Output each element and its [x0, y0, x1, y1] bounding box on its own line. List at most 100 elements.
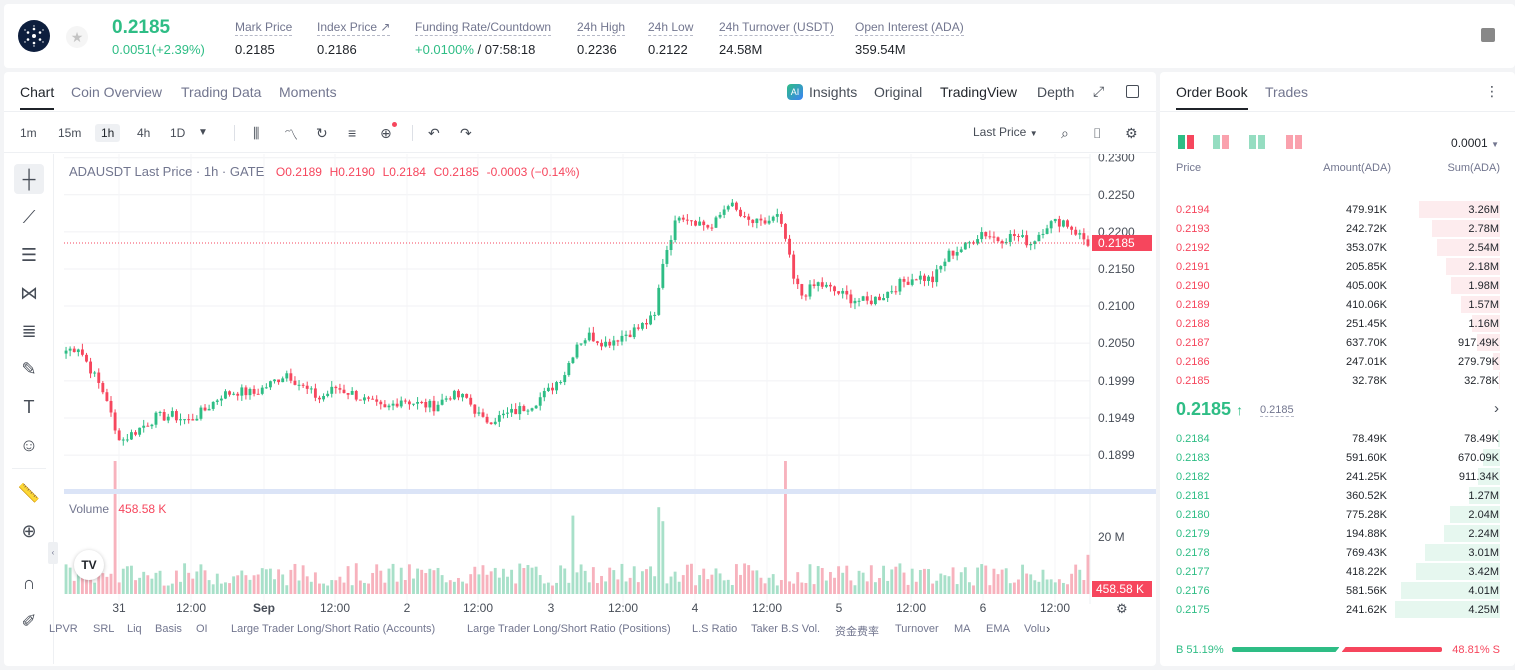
indicator-7[interactable]: L.S Ratio [692, 623, 737, 635]
brush-icon[interactable]: ✎ [14, 354, 44, 384]
expand-icon[interactable]: ⤢ [1093, 83, 1104, 100]
refresh-icon[interactable]: ↻ [316, 125, 328, 142]
volume-bar [93, 583, 96, 594]
indicator-9[interactable]: 资金费率 [835, 623, 879, 639]
volume-bar [670, 577, 673, 594]
candle-body [486, 417, 489, 423]
indicator-1[interactable]: SRL [93, 623, 114, 635]
book-view-sell-icon[interactable] [1249, 135, 1265, 153]
candle-body [576, 345, 579, 358]
timeframe-4h[interactable]: 4h [131, 124, 156, 142]
indicator-8[interactable]: Taker B.S Vol. [751, 623, 820, 635]
candle-body [670, 240, 673, 250]
indicator-12[interactable]: EMA [986, 623, 1010, 635]
ask-row[interactable]: 0.2186 247.01K 279.79K [1160, 352, 1515, 371]
ask-row[interactable]: 0.2191 205.85K 2.18M [1160, 257, 1515, 276]
tab-trading-data[interactable]: Trading Data [181, 84, 261, 100]
favorite-star-icon[interactable]: ★ [66, 26, 88, 48]
indicators-icon[interactable]: 〽 [284, 125, 298, 145]
price-type-select[interactable]: Last Price ▼ [973, 125, 1038, 139]
undo-icon[interactable]: ↶ [428, 125, 440, 142]
volume-bar [490, 571, 493, 594]
pencil-lock-icon[interactable]: ✐ [14, 606, 44, 636]
bid-row[interactable]: 0.2176 581.56K 4.01M [1160, 581, 1515, 600]
settings-gear-icon[interactable]: ⚙ [1125, 125, 1138, 142]
bid-row[interactable]: 0.2180 775.28K 2.04M [1160, 505, 1515, 524]
fullscreen-icon[interactable] [1126, 85, 1139, 98]
timeframe-dropdown-icon[interactable]: ▼ [198, 127, 208, 138]
redo-icon[interactable]: ↷ [460, 125, 472, 142]
timeframe-1h[interactable]: 1h [95, 124, 120, 142]
tab-coin-overview[interactable]: Coin Overview [71, 84, 162, 100]
bid-row[interactable]: 0.2184 78.49K 78.49K [1160, 429, 1515, 448]
ruler-icon[interactable]: 📏 [14, 478, 44, 508]
zoom-in-icon[interactable]: ⊕ [14, 516, 44, 546]
emoji-icon[interactable]: ☺ [14, 430, 44, 460]
templates-icon[interactable]: ≡ [348, 125, 356, 141]
book-icon[interactable] [1481, 28, 1495, 42]
indicator-13[interactable]: Volu [1024, 623, 1045, 635]
indicator-3[interactable]: Basis [155, 623, 182, 635]
bid-row[interactable]: 0.2177 418.22K 3.42M [1160, 562, 1515, 581]
magnet-icon[interactable]: ∩ [14, 568, 44, 598]
mode-tradingview[interactable]: TradingView [940, 84, 1017, 100]
candle-type-icon[interactable]: ⫼ [253, 125, 259, 142]
book-view-ask-icon[interactable] [1286, 135, 1302, 153]
bid-row[interactable]: 0.2182 241.25K 911.34K [1160, 467, 1515, 486]
mode-original[interactable]: Original [874, 84, 922, 100]
indicator-0[interactable]: LPVR [49, 623, 78, 635]
insights-button[interactable]: Insights [809, 84, 857, 100]
book-view-both-icon[interactable] [1178, 135, 1194, 153]
text-tool-icon[interactable]: T [14, 392, 44, 422]
bid-row[interactable]: 0.2181 360.52K 1.27M [1160, 486, 1515, 505]
ask-row[interactable]: 0.2185 32.78K 32.78K [1160, 371, 1515, 390]
add-alert-icon[interactable]: ⊕ [380, 125, 392, 142]
chart-settings-icon[interactable]: ⚙ [1116, 601, 1128, 617]
bid-row[interactable]: 0.2183 591.60K 670.09K [1160, 448, 1515, 467]
bid-row[interactable]: 0.2179 194.88K 2.24M [1160, 524, 1515, 543]
fib-icon[interactable]: ≣ [14, 316, 44, 346]
indicator-4[interactable]: OI [196, 623, 208, 635]
timeframe-1d[interactable]: 1D [164, 124, 191, 142]
precision-select[interactable]: 0.0001 ▼ [1451, 136, 1499, 150]
indicator-11[interactable]: MA [954, 623, 971, 635]
volume-bar [187, 573, 190, 594]
price-chart[interactable]: 0.23000.22500.22000.21500.21000.20500.19… [54, 154, 1156, 622]
indicator-2[interactable]: Liq [127, 623, 142, 635]
ask-row[interactable]: 0.2192 353.07K 2.54M [1160, 238, 1515, 257]
indicator-5[interactable]: Large Trader Long/Short Ratio (Accounts) [231, 623, 435, 635]
trendline-icon[interactable]: ⟋ [14, 202, 44, 232]
pattern-icon[interactable]: ⋈ [14, 278, 44, 308]
candle-body [240, 387, 243, 395]
crosshair-icon[interactable]: ┼ [14, 164, 44, 194]
ask-row[interactable]: 0.2188 251.45K 1.16M [1160, 314, 1515, 333]
tab-trades[interactable]: Trades [1265, 84, 1308, 100]
indicator-10[interactable]: Turnover [895, 623, 939, 635]
search-icon[interactable]: ⌕ [1061, 125, 1069, 142]
bid-row[interactable]: 0.2178 769.43K 3.01M [1160, 543, 1515, 562]
more-options-icon[interactable]: ⋮ [1485, 83, 1499, 100]
ask-row[interactable]: 0.2194 479.91K 3.26M [1160, 200, 1515, 219]
ai-insights-icon[interactable]: AI [787, 84, 803, 100]
ask-row[interactable]: 0.2189 410.06K 1.57M [1160, 295, 1515, 314]
scroll-right-icon[interactable]: › [1046, 621, 1050, 636]
tradingview-logo-icon[interactable]: TV [74, 550, 104, 580]
volume-bar [923, 569, 926, 594]
mode-depth[interactable]: Depth [1037, 84, 1074, 100]
indicator-6[interactable]: Large Trader Long/Short Ratio (Positions… [467, 623, 671, 635]
ask-row[interactable]: 0.2190 405.00K 1.98M [1160, 276, 1515, 295]
book-view-buy-icon[interactable] [1213, 135, 1229, 153]
tab-moments[interactable]: Moments [279, 84, 337, 100]
ask-row[interactable]: 0.2187 637.70K 917.49K [1160, 333, 1515, 352]
chevron-right-icon[interactable]: › [1494, 400, 1499, 417]
timeframe-15m[interactable]: 15m [52, 124, 87, 142]
tab-chart[interactable]: Chart [20, 84, 54, 100]
timeframe-1m[interactable]: 1m [14, 124, 43, 142]
camera-icon[interactable]: ⌷ [1093, 125, 1101, 142]
volume-bar [465, 583, 468, 594]
bid-row[interactable]: 0.2175 241.62K 4.25M [1160, 600, 1515, 619]
ask-row[interactable]: 0.2193 242.72K 2.78M [1160, 219, 1515, 238]
volume-bar [351, 585, 354, 594]
tab-order-book[interactable]: Order Book [1176, 84, 1248, 100]
horizontal-lines-icon[interactable]: ☰ [14, 240, 44, 270]
